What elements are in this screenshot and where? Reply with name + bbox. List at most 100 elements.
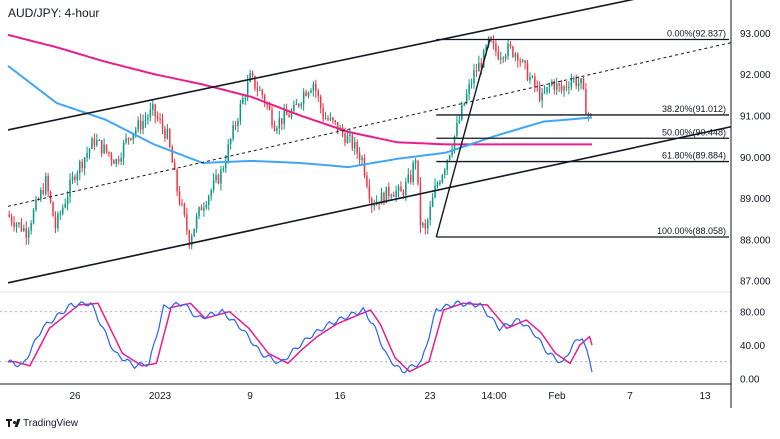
candle-body bbox=[298, 104, 300, 106]
candle-body bbox=[577, 83, 580, 87]
candle-body bbox=[395, 190, 397, 197]
price-tick-label: 91.000 bbox=[740, 111, 771, 122]
candle-body bbox=[261, 89, 264, 96]
candle-body bbox=[322, 107, 324, 119]
candle-body bbox=[76, 173, 79, 181]
candle-body bbox=[120, 158, 122, 162]
channel-lower-line bbox=[7, 125, 732, 284]
time-tick-label: 23 bbox=[424, 391, 436, 402]
candle-body bbox=[300, 103, 302, 106]
candle-body bbox=[66, 196, 69, 204]
candle-body bbox=[492, 41, 495, 44]
candle-body bbox=[79, 161, 81, 174]
candle-body bbox=[283, 110, 285, 124]
candle-body bbox=[436, 184, 439, 186]
candle-body bbox=[463, 103, 466, 106]
candle-body bbox=[553, 81, 556, 90]
time-tick-label: Feb bbox=[548, 391, 566, 402]
candle-body bbox=[470, 83, 473, 85]
stochastic-pane bbox=[0, 300, 731, 374]
candle-body bbox=[397, 186, 400, 191]
candle-body bbox=[271, 109, 273, 126]
candle-body bbox=[268, 105, 271, 110]
candle-body bbox=[40, 190, 42, 200]
candle-body bbox=[139, 120, 142, 130]
candle-body bbox=[10, 216, 13, 223]
candle-body bbox=[366, 175, 368, 187]
candle-body bbox=[504, 55, 507, 59]
candle-body bbox=[217, 175, 220, 184]
candle-body bbox=[207, 196, 210, 205]
candle-body bbox=[86, 153, 88, 158]
candle-body bbox=[507, 43, 509, 56]
candle-body bbox=[156, 116, 159, 119]
candle-body bbox=[134, 129, 137, 134]
candle-body bbox=[88, 148, 91, 154]
candle-body bbox=[383, 192, 385, 203]
candle-body bbox=[480, 62, 483, 68]
candle-body bbox=[526, 63, 529, 81]
candle-body bbox=[239, 103, 242, 121]
candle-body bbox=[227, 144, 229, 162]
candle-body bbox=[205, 204, 208, 208]
candle-body bbox=[103, 144, 105, 154]
candle-body bbox=[358, 152, 361, 160]
candle-body bbox=[368, 186, 371, 199]
candle-body bbox=[315, 83, 317, 92]
chart-title: AUD/JPY: 4-hour bbox=[8, 6, 100, 20]
candle-body bbox=[407, 174, 410, 182]
tradingview-footer[interactable]: TradingView bbox=[6, 418, 78, 429]
candle-body bbox=[212, 180, 215, 190]
brand-label: TradingView bbox=[23, 418, 79, 429]
candle-body bbox=[495, 43, 497, 52]
candle-body bbox=[346, 135, 349, 144]
candle-body bbox=[349, 134, 351, 136]
candle-body bbox=[580, 78, 582, 84]
candle-body bbox=[519, 60, 521, 62]
candle-body bbox=[461, 105, 463, 120]
candle-body bbox=[115, 159, 118, 164]
candle-body bbox=[422, 223, 424, 226]
candle-body bbox=[531, 76, 534, 78]
candle-body bbox=[276, 128, 278, 131]
candle-body bbox=[570, 79, 573, 88]
candle-body bbox=[371, 198, 373, 206]
candle-body bbox=[521, 60, 524, 62]
candle-body bbox=[61, 207, 64, 214]
candle-body bbox=[147, 117, 149, 120]
candle-body bbox=[388, 186, 390, 196]
price-pane: 0.00%(92.837) 38.20%(91.012) 50.00%(90.448… bbox=[7, 0, 732, 284]
time-tick-label: 9 bbox=[247, 391, 253, 402]
candle-body bbox=[280, 118, 283, 124]
candle-body bbox=[20, 222, 23, 231]
candle-body bbox=[541, 92, 543, 101]
candle-body bbox=[200, 207, 203, 211]
price-tick-label: 87.000 bbox=[740, 277, 771, 288]
candle-body bbox=[96, 140, 98, 146]
candle-body bbox=[546, 86, 548, 93]
candle-body bbox=[502, 57, 504, 59]
candle-body bbox=[173, 162, 176, 170]
candle-body bbox=[176, 169, 178, 192]
price-tick-label: 93.000 bbox=[740, 29, 771, 40]
candle-body bbox=[266, 103, 268, 106]
candle-body bbox=[35, 199, 37, 211]
candle-body bbox=[456, 122, 458, 136]
candle-body bbox=[161, 120, 164, 129]
candle-body bbox=[229, 138, 232, 145]
candle-body bbox=[512, 46, 514, 57]
candle-body bbox=[188, 230, 191, 246]
candle-body bbox=[210, 189, 212, 197]
candle-body bbox=[130, 138, 132, 140]
candle-body bbox=[183, 203, 186, 215]
candle-body bbox=[71, 176, 74, 180]
candle-body bbox=[468, 84, 470, 94]
candle-body bbox=[575, 78, 577, 87]
candle-body bbox=[32, 210, 35, 224]
candle-body bbox=[171, 146, 174, 163]
time-tick-label: 16 bbox=[334, 391, 346, 402]
candle-body bbox=[222, 168, 225, 171]
candle-body bbox=[327, 118, 329, 120]
candle-body bbox=[149, 109, 152, 118]
